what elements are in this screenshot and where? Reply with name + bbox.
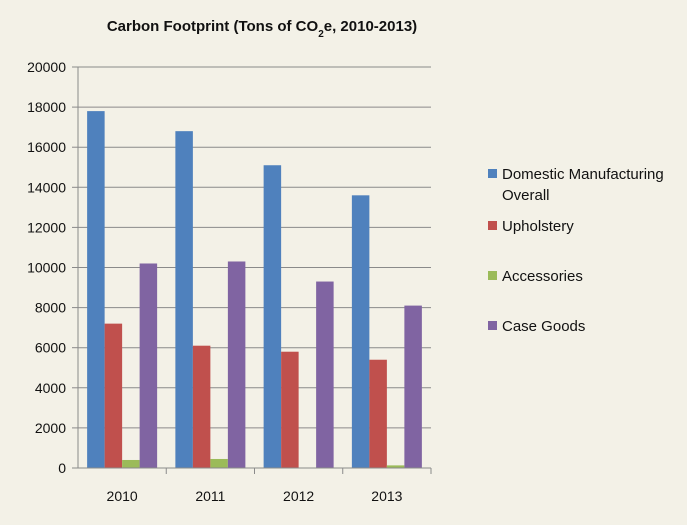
y-tick-label: 18000 [27, 99, 66, 115]
legend-label: Upholstery [502, 218, 574, 235]
bar-case-goods-2010 [139, 263, 158, 468]
y-tick-label: 8000 [35, 300, 66, 316]
bar-domestic-manufacturing-overall-2013 [351, 195, 370, 468]
y-tick-label: 16000 [27, 139, 66, 155]
legend-label: Domestic Manufacturing [502, 166, 664, 183]
x-tick-label: 2011 [195, 488, 225, 504]
y-tick-label: 6000 [35, 340, 66, 356]
bar-case-goods-2011 [227, 261, 246, 468]
bar-upholstery-2010 [104, 323, 123, 468]
bar-upholstery-2012 [281, 351, 299, 468]
axes: 0 2000 4000 6000 8000 10000 12000 14000 16000 180… [27, 59, 432, 504]
bar-case-goods-2013 [404, 305, 422, 468]
bar-accessories-2010 [122, 459, 140, 468]
legend-label: Accessories [502, 268, 583, 285]
chart-title: Carbon Footprint (Tons of CO2e, 2010-201… [107, 18, 417, 40]
legend-swatch-domestic-manufacturing-overall [488, 169, 497, 178]
y-tick-label: 2000 [35, 420, 66, 436]
bar-accessories-2011 [210, 458, 228, 468]
gridlines [78, 66, 431, 429]
bar-domestic-manufacturing-overall-2010 [87, 111, 105, 469]
x-tick-label: 2012 [283, 488, 314, 504]
bar-case-goods-2012 [316, 281, 334, 468]
legend-swatch-case-goods [488, 321, 497, 330]
y-tick-label: 4000 [35, 380, 66, 396]
x-tick-label: 2013 [371, 488, 402, 504]
bars [87, 111, 422, 469]
y-tick-label: 14000 [27, 179, 66, 195]
bar-domestic-manufacturing-overall-2011 [175, 131, 193, 468]
legend: Domestic Manufacturing Overall Upholstery A… [488, 166, 664, 335]
y-tick-label: 12000 [27, 219, 66, 235]
y-tick-label: 10000 [27, 260, 66, 276]
bar-accessories-2013 [386, 465, 405, 468]
x-tick-label: 2010 [107, 488, 138, 504]
legend-label: Case Goods [502, 318, 585, 335]
y-tick-label: 20000 [27, 59, 66, 75]
bar-upholstery-2011 [192, 345, 211, 468]
bar-domestic-manufacturing-overall-2012 [263, 165, 282, 468]
bar-upholstery-2013 [369, 359, 387, 468]
legend-swatch-accessories [488, 271, 497, 280]
legend-label: Overall [502, 187, 550, 204]
legend-swatch-upholstery [488, 221, 497, 230]
y-tick-label: 0 [58, 460, 66, 476]
